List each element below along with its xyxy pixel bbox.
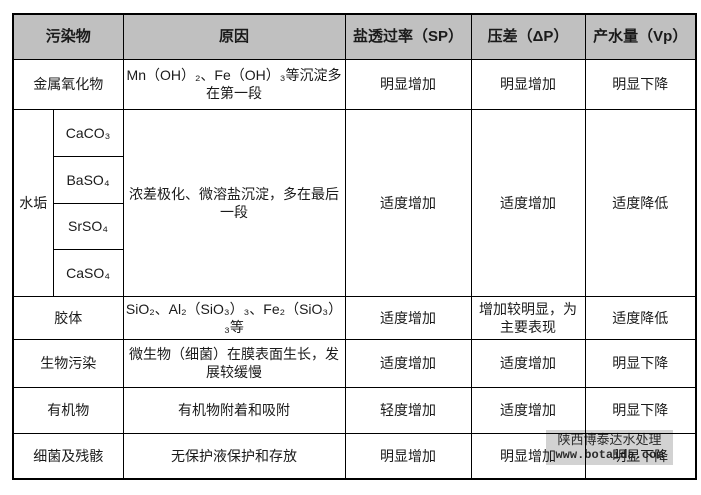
row-metal-oxide: 金属氧化物 Mn（OH）₂、Fe（OH）₃等沉淀多在第一段 明显增加 明显增加 …	[12, 58, 697, 110]
scale-subtype-cell: SrSO₄	[52, 202, 124, 250]
pollutant-cell-metal-oxide: 金属氧化物	[12, 58, 124, 110]
pollutant-cell-scale: 水垢	[12, 108, 54, 297]
dp-cell-bacteria-debris: 明显增加	[470, 432, 586, 480]
scale-subtype-cell: BaSO₄	[52, 155, 124, 204]
vp-cell-metal-oxide: 明显下降	[584, 58, 697, 110]
row-colloid: 胶体 SiO₂、Al₂（SiO₃）₃、Fe₂（SiO₃）₃等 适度增加 增加较明…	[12, 295, 697, 340]
dp-cell-organic: 适度增加	[470, 386, 586, 434]
sp-cell-biofouling: 适度增加	[344, 338, 472, 388]
col-header-pressure-diff: 压差（ΔP）	[470, 13, 586, 60]
cause-cell-biofouling: 微生物（细菌）在膜表面生长，发展较缓慢	[122, 338, 346, 388]
vp-cell-scale: 适度降低	[584, 108, 697, 297]
row-scale-srso4: SrSO₄	[13, 202, 696, 250]
scale-subtype-cell: CaSO₄	[52, 248, 124, 297]
sp-cell-scale: 适度增加	[344, 108, 472, 297]
col-header-pollutant: 污染物	[12, 13, 124, 60]
pollutant-cell-colloid: 胶体	[12, 295, 124, 340]
row-scale-baso4: BaSO₄	[13, 155, 696, 204]
row-scale-caso4: CaSO₄	[13, 248, 696, 297]
vp-cell-organic: 明显下降	[584, 386, 697, 434]
vp-cell-biofouling: 明显下降	[584, 338, 697, 388]
vp-cell-colloid: 适度降低	[584, 295, 697, 340]
header-row: 污染物 原因 盐透过率（SP） 压差（ΔP） 产水量（Vp）	[12, 13, 697, 60]
cause-cell-colloid: SiO₂、Al₂（SiO₃）₃、Fe₂（SiO₃）₃等	[122, 295, 346, 340]
col-header-product-water: 产水量（Vp）	[584, 13, 697, 60]
sp-cell-metal-oxide: 明显增加	[344, 58, 472, 110]
pollutant-cell-biofouling: 生物污染	[12, 338, 124, 388]
row-organic: 有机物 有机物附着和吸附 轻度增加 适度增加 明显下降	[12, 386, 697, 434]
sp-cell-colloid: 适度增加	[344, 295, 472, 340]
dp-cell-metal-oxide: 明显增加	[470, 58, 586, 110]
cause-cell-scale: 浓差极化、微溶盐沉淀，多在最后一段	[122, 108, 346, 297]
row-biofouling: 生物污染 微生物（细菌）在膜表面生长，发展较缓慢 适度增加 适度增加 明显下降	[12, 338, 697, 388]
cause-cell-metal-oxide: Mn（OH）₂、Fe（OH）₃等沉淀多在第一段	[122, 58, 346, 110]
col-header-salt-passage: 盐透过率（SP）	[344, 13, 472, 60]
dp-cell-biofouling: 适度增加	[470, 338, 586, 388]
row-scale-caco3: 水垢 CaCO₃ 浓差极化、微溶盐沉淀，多在最后一段 适度增加 适度增加 适度降…	[12, 108, 697, 297]
row-bacteria-debris: 细菌及残骸 无保护液保护和存放 明显增加 明显增加 明显下降	[12, 432, 697, 480]
scale-subtype-cell: CaCO₃	[52, 108, 124, 157]
col-header-cause: 原因	[122, 13, 346, 60]
dp-cell-scale: 适度增加	[470, 108, 586, 297]
fouling-table: 污染物 原因 盐透过率（SP） 压差（ΔP） 产水量（Vp） 金属氧化物 Mn（…	[12, 13, 698, 480]
cause-cell-bacteria-debris: 无保护液保护和存放	[122, 432, 346, 480]
pollutant-cell-organic: 有机物	[12, 386, 124, 434]
sp-cell-bacteria-debris: 明显增加	[344, 432, 472, 480]
cause-cell-organic: 有机物附着和吸附	[122, 386, 346, 434]
sp-cell-organic: 轻度增加	[344, 386, 472, 434]
dp-cell-colloid: 增加较明显，为主要表现	[470, 295, 586, 340]
pollutant-cell-bacteria-debris: 细菌及残骸	[12, 432, 124, 480]
vp-cell-bacteria-debris: 明显下降	[584, 432, 697, 480]
